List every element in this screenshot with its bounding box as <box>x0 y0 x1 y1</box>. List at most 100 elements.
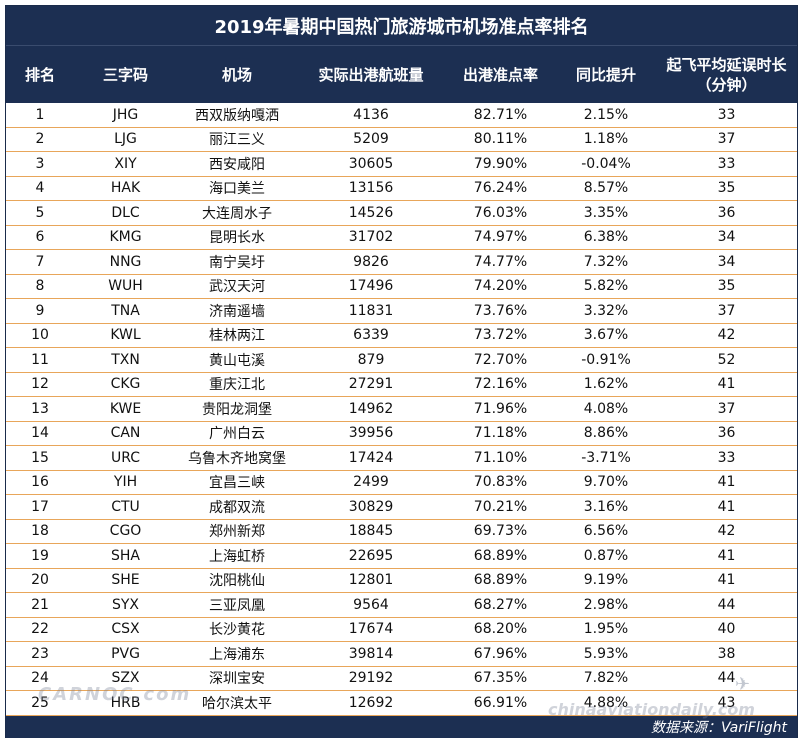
cell-yoy: 3.35% <box>583 204 629 221</box>
cell-airport: 西安咸阳 <box>209 156 265 173</box>
table-row: 22 CSX 长沙黄花 17674 68.20% 1.95% 40 <box>6 618 797 642</box>
cell-code: SHA <box>111 547 140 564</box>
cell-rank: 5 <box>35 204 45 221</box>
cell-code: LJG <box>114 131 137 148</box>
cell-ontime: 68.89% <box>473 572 528 589</box>
cell-ontime: 76.24% <box>473 180 528 197</box>
cell-delay: 36 <box>717 204 736 221</box>
cell-airport: 成都双流 <box>209 499 265 516</box>
cell-airport: 丽江三义 <box>209 132 265 149</box>
header-flights: 实际出港航班量 <box>318 65 424 84</box>
cell-delay: 41 <box>717 376 736 393</box>
cell-rank: 7 <box>35 253 45 270</box>
cell-delay: 41 <box>717 498 736 515</box>
cell-delay: 41 <box>717 474 736 491</box>
cell-code: XIY <box>114 155 137 172</box>
cell-airport: 西双版纳嘎洒 <box>195 107 279 124</box>
header-ontime: 出港准点率 <box>462 65 538 84</box>
table-row: 10 KWL 桂林两江 6339 73.72% 3.67% 42 <box>6 324 797 348</box>
cell-code: JHG <box>112 106 139 123</box>
cell-yoy: 7.32% <box>583 253 629 270</box>
cell-airport: 郑州新郑 <box>209 524 265 541</box>
cell-rank: 23 <box>31 645 49 662</box>
cell-code: SYX <box>111 596 140 613</box>
cell-rank: 25 <box>31 694 49 711</box>
cell-ontime: 79.90% <box>473 155 528 172</box>
cell-rank: 13 <box>31 400 49 417</box>
cell-delay: 35 <box>717 278 736 295</box>
cell-code: TXN <box>111 351 140 368</box>
cell-airport: 重庆江北 <box>209 377 265 394</box>
cell-code: KWE <box>109 400 142 417</box>
cell-airport: 长沙黄花 <box>209 622 265 639</box>
table-row: 14 CAN 广州白云 39956 71.18% 8.86% 36 <box>6 422 797 446</box>
cell-delay: 37 <box>717 400 736 417</box>
cell-yoy: 0.87% <box>583 547 629 564</box>
cell-yoy: 8.86% <box>583 425 629 442</box>
cell-delay: 36 <box>717 425 736 442</box>
cell-flights: 6339 <box>353 327 389 344</box>
table-row: 17 CTU 成都双流 30829 70.21% 3.16% 41 <box>6 495 797 520</box>
cell-flights: 30605 <box>348 155 394 172</box>
table-row: 5 DLC 大连周水子 14526 76.03% 3.35% 36 <box>6 201 797 226</box>
cell-flights: 30829 <box>348 498 394 515</box>
cell-delay: 40 <box>717 621 736 638</box>
table-row: 8 WUH 武汉天河 17496 74.20% 5.82% 35 <box>6 275 797 299</box>
header-yoy: 同比提升 <box>575 65 636 84</box>
table-row: 13 KWE 贵阳龙洞堡 14962 71.96% 4.08% 37 <box>6 397 797 422</box>
cell-rank: 17 <box>31 498 49 515</box>
table-row: 4 HAK 海口美兰 13156 76.24% 8.57% 35 <box>6 177 797 201</box>
cell-rank: 21 <box>31 596 49 613</box>
table-row: 18 CGO 郑州新郑 18845 69.73% 6.56% 42 <box>6 520 797 544</box>
header-airport: 机场 <box>221 65 252 84</box>
cell-ontime: 68.89% <box>473 547 528 564</box>
cell-code: WUH <box>108 278 143 295</box>
cell-airport: 桂林两江 <box>209 328 265 345</box>
cell-ontime: 68.27% <box>473 596 528 613</box>
cell-yoy: 7.82% <box>583 670 629 687</box>
cell-flights: 27291 <box>348 376 394 393</box>
cell-yoy: 1.62% <box>583 376 629 393</box>
cell-code: NNG <box>109 253 142 270</box>
cell-ontime: 71.96% <box>473 400 528 417</box>
cell-airport: 济南遥墙 <box>209 303 265 320</box>
cell-flights: 17674 <box>348 621 394 638</box>
cell-flights: 17496 <box>348 278 394 295</box>
cell-code: CAN <box>110 425 141 442</box>
cell-delay: 44 <box>717 596 736 613</box>
cell-flights: 14526 <box>348 204 394 221</box>
cell-code: CTU <box>111 498 140 515</box>
cell-rank: 15 <box>31 449 49 466</box>
cell-rank: 11 <box>31 351 49 368</box>
cell-ontime: 69.73% <box>473 523 528 540</box>
cell-delay: 38 <box>717 645 736 662</box>
cell-ontime: 72.70% <box>473 351 528 368</box>
watermark-carnoc: CARNOC.com <box>38 684 192 705</box>
cell-rank: 18 <box>31 523 49 540</box>
cell-flights: 39814 <box>348 645 394 662</box>
watermark-chinaaviationdaily: chinaaviationdaily.com <box>548 700 755 719</box>
cell-yoy: 6.38% <box>583 229 629 246</box>
cell-airport: 上海虹桥 <box>209 548 265 565</box>
cell-airport: 宜昌三峡 <box>209 475 265 492</box>
cell-rank: 12 <box>31 376 49 393</box>
cell-yoy: -0.04% <box>581 155 631 172</box>
cell-flights: 39956 <box>348 425 394 442</box>
cell-airport: 海口美兰 <box>209 181 265 198</box>
table-row: 16 YIH 宜昌三峡 2499 70.83% 9.70% 41 <box>6 471 797 495</box>
table-row: 6 KMG 昆明长水 31702 74.97% 6.38% 34 <box>6 226 797 250</box>
cell-rank: 22 <box>31 621 49 638</box>
table-title: 2019年暑期中国热门旅游城市机场准点率排名 <box>6 6 797 45</box>
cell-flights: 5209 <box>353 131 389 148</box>
cell-ontime: 80.11% <box>473 131 528 148</box>
ranking-table: 2019年暑期中国热门旅游城市机场准点率排名 排名 三字码 机场 实际出港航班量… <box>5 5 798 738</box>
cell-yoy: 4.08% <box>583 400 629 417</box>
cell-code: SZX <box>111 670 140 687</box>
table-row: 3 XIY 西安咸阳 30605 79.90% -0.04% 33 <box>6 152 797 177</box>
cell-flights: 4136 <box>353 106 389 123</box>
cell-rank: 19 <box>31 547 49 564</box>
cell-airport: 广州白云 <box>209 426 265 443</box>
cell-yoy: 4.88% <box>583 694 629 711</box>
cell-rank: 14 <box>31 425 49 442</box>
cell-rank: 2 <box>35 131 45 148</box>
